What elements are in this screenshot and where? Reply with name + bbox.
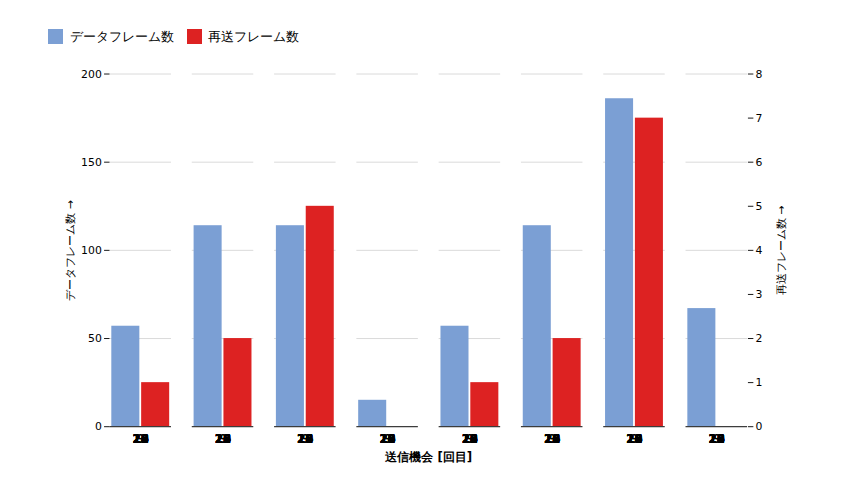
- svg-text:20: 20: [215, 432, 231, 446]
- svg-text:26: 26: [379, 432, 395, 446]
- svg-text:12: 12: [133, 432, 149, 446]
- html-text:データフレーム数: データフレーム数: [69, 28, 174, 44]
- svg-text:12: 12: [215, 432, 231, 446]
- svg-text:24: 24: [462, 432, 478, 446]
- svg-text:26: 26: [544, 432, 560, 446]
- svg-text:16: 16: [709, 432, 725, 446]
- svg-text:16: 16: [462, 432, 478, 446]
- svg-text:18: 18: [297, 432, 313, 446]
- svg-text:22: 22: [626, 432, 642, 446]
- svg-text:送信機会 [回目]: 送信機会 [回目]: [384, 450, 472, 464]
- svg-text:12: 12: [626, 432, 642, 446]
- svg-text:26: 26: [709, 432, 725, 446]
- svg-text:150: 150: [81, 155, 102, 168]
- svg-text:3: 3: [756, 287, 763, 300]
- svg-text:22: 22: [297, 432, 313, 446]
- svg-text:16: 16: [133, 432, 149, 446]
- svg-text:16: 16: [544, 432, 560, 446]
- svg-text:8: 8: [756, 67, 763, 80]
- svg-text:50: 50: [88, 331, 102, 344]
- html-text:再送フレーム数: 再送フレーム数: [208, 28, 299, 44]
- svg-text:18: 18: [379, 432, 395, 446]
- svg-text:20: 20: [133, 432, 149, 446]
- svg-text:26: 26: [133, 432, 149, 446]
- svg-text:12: 12: [297, 432, 313, 446]
- svg-text:12: 12: [709, 432, 725, 446]
- svg-text:24: 24: [709, 432, 725, 446]
- svg-text:26: 26: [297, 432, 313, 446]
- svg-text:18: 18: [626, 432, 642, 446]
- svg-text:データフレーム数 →: データフレーム数 →: [64, 200, 77, 301]
- svg-text:24: 24: [379, 432, 395, 446]
- svg-text:24: 24: [297, 432, 313, 446]
- svg-text:20: 20: [297, 432, 313, 446]
- svg-text:2: 2: [756, 331, 763, 344]
- svg-text:20: 20: [626, 432, 642, 446]
- svg-text:18: 18: [215, 432, 231, 446]
- svg-text:24: 24: [626, 432, 642, 446]
- svg-text:20: 20: [544, 432, 560, 446]
- svg-text:26: 26: [462, 432, 478, 446]
- svg-text:200: 200: [81, 67, 102, 80]
- svg-text:12: 12: [544, 432, 560, 446]
- svg-text:24: 24: [215, 432, 231, 446]
- svg-text:16: 16: [215, 432, 231, 446]
- svg-text:7: 7: [756, 111, 763, 124]
- svg-text:26: 26: [626, 432, 642, 446]
- svg-text:16: 16: [379, 432, 395, 446]
- svg-text:18: 18: [544, 432, 560, 446]
- svg-text:18: 18: [133, 432, 149, 446]
- svg-text:22: 22: [133, 432, 149, 446]
- svg-text:1: 1: [756, 376, 763, 389]
- svg-text:16: 16: [297, 432, 313, 446]
- svg-text:16: 16: [626, 432, 642, 446]
- svg-text:22: 22: [709, 432, 725, 446]
- svg-text:22: 22: [462, 432, 478, 446]
- svg-text:22: 22: [379, 432, 395, 446]
- svg-text:20: 20: [462, 432, 478, 446]
- svg-text:20: 20: [709, 432, 725, 446]
- svg-text:24: 24: [544, 432, 560, 446]
- svg-text:再送フレーム数 →: 再送フレーム数 →: [775, 205, 788, 295]
- svg-text:18: 18: [709, 432, 725, 446]
- svg-text:6: 6: [756, 155, 763, 168]
- svg-text:0: 0: [95, 420, 102, 433]
- svg-text:5: 5: [756, 199, 763, 212]
- svg-text:12: 12: [379, 432, 395, 446]
- svg-text:26: 26: [215, 432, 231, 446]
- svg-text:22: 22: [215, 432, 231, 446]
- svg-text:18: 18: [462, 432, 478, 446]
- svg-text:0: 0: [756, 420, 763, 433]
- svg-text:4: 4: [756, 243, 763, 256]
- svg-text:20: 20: [379, 432, 395, 446]
- svg-text:12: 12: [462, 432, 478, 446]
- svg-text:100: 100: [81, 243, 102, 256]
- svg-text:24: 24: [133, 432, 149, 446]
- svg-text:22: 22: [544, 432, 560, 446]
